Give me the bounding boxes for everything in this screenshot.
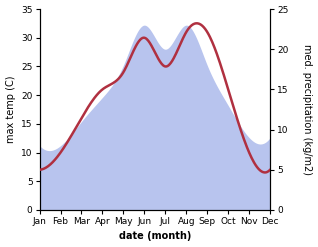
Y-axis label: med. precipitation (kg/m2): med. precipitation (kg/m2)	[302, 44, 313, 175]
X-axis label: date (month): date (month)	[119, 231, 191, 242]
Y-axis label: max temp (C): max temp (C)	[5, 76, 16, 143]
